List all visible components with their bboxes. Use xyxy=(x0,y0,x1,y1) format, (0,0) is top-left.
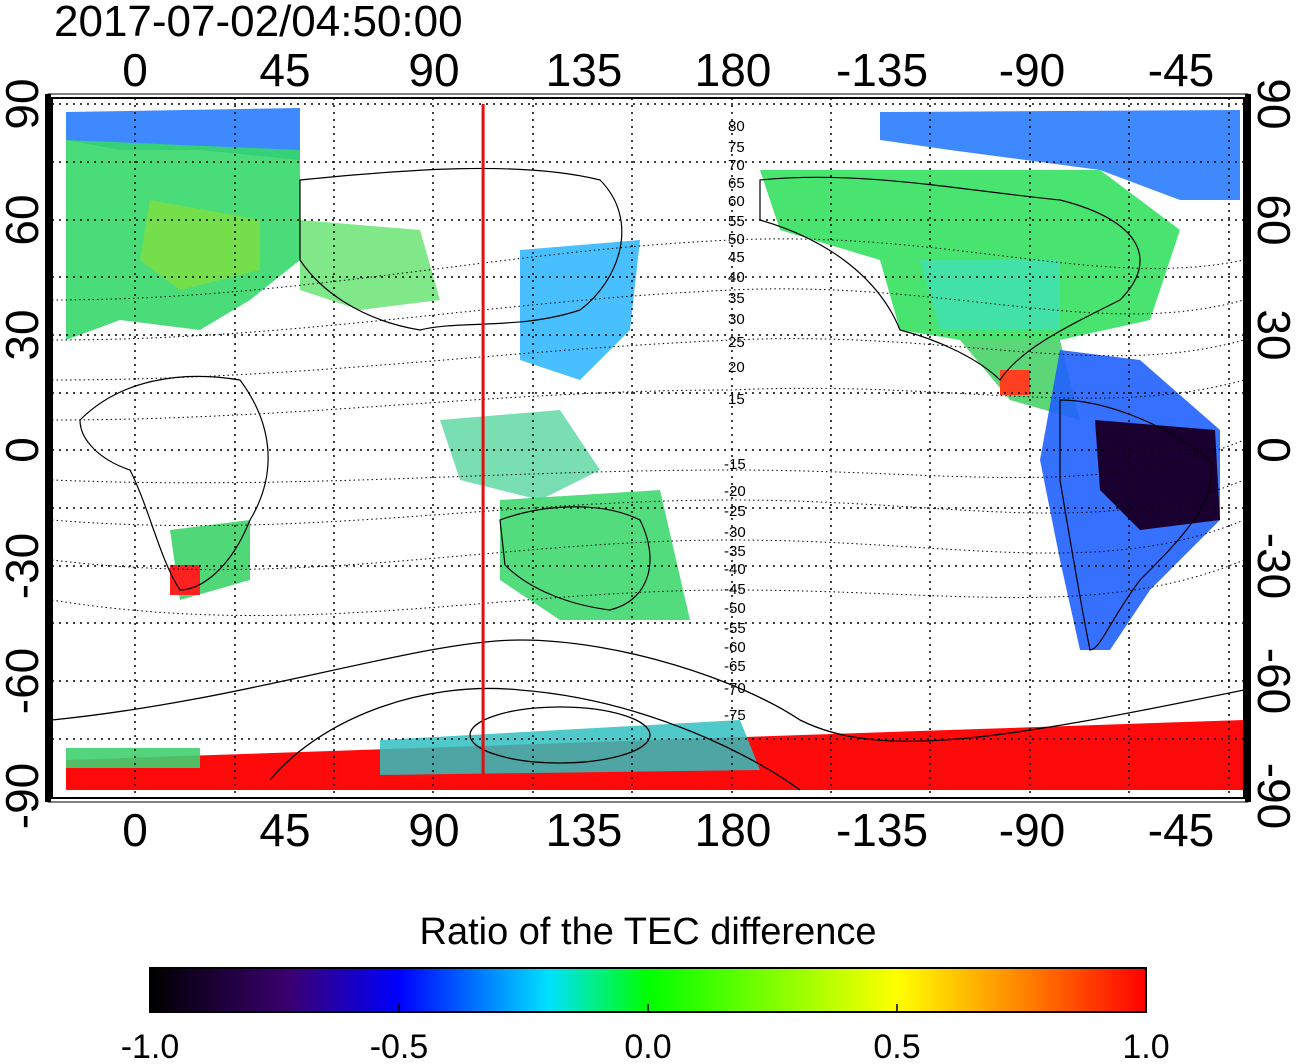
lon-tick-top: 180 xyxy=(695,44,772,96)
contour-label: -55 xyxy=(724,620,746,637)
lat-tick-right: 0 xyxy=(1248,437,1296,463)
magnetic-latitude-contours xyxy=(52,238,1244,616)
contour-label: -70 xyxy=(724,680,746,697)
lon-tick-bottom: 45 xyxy=(259,804,310,856)
colorbar-tick-label: -1.0 xyxy=(121,1028,180,1064)
lat-tick-left: -60 xyxy=(0,648,48,714)
lon-tick-bottom: -90 xyxy=(999,804,1065,856)
latitude-axis-right: 90 60 30 0 -30 -60 -90 xyxy=(1248,78,1296,829)
contour-label: -30 xyxy=(724,524,746,541)
contour-label: 25 xyxy=(728,334,745,351)
colorbar-tick-label: 0.5 xyxy=(873,1028,920,1064)
contour-label: -40 xyxy=(724,561,746,578)
lat-tick-right: -60 xyxy=(1248,648,1296,714)
contour-labels-south: -15 -20 -25 -30 -35 -40 -45 -50 -55 -60 … xyxy=(724,456,746,724)
colorbar-tick-label: -0.5 xyxy=(370,1028,429,1064)
contour-label: 20 xyxy=(728,359,745,376)
lon-tick-top: 135 xyxy=(546,44,623,96)
contour-label: -60 xyxy=(724,639,746,656)
colorbar-tick-label: 1.0 xyxy=(1122,1028,1169,1064)
contour-label: 35 xyxy=(728,290,745,307)
contour-labels-north: 80 75 70 65 60 55 50 45 40 35 30 25 20 1… xyxy=(728,118,745,408)
contour-label: 80 xyxy=(728,118,745,135)
longitude-axis-bottom: 0 45 90 135 180 -135 -90 -45 xyxy=(122,804,1214,856)
contour-label: -15 xyxy=(724,456,746,473)
graticule xyxy=(52,98,1244,798)
contour-label: 45 xyxy=(728,249,745,266)
lon-tick-top: 90 xyxy=(408,44,459,96)
contour-label: 55 xyxy=(728,213,745,230)
timestamp-title: 2017-07-02/04:50:00 xyxy=(54,0,463,46)
contour-label: -65 xyxy=(724,658,746,675)
world-map xyxy=(52,98,1244,798)
lat-tick-right: 60 xyxy=(1248,194,1296,245)
contour-label: 50 xyxy=(728,231,745,248)
lon-tick-top: -45 xyxy=(1148,44,1214,96)
lat-tick-right: -30 xyxy=(1248,533,1296,599)
lon-tick-top: -135 xyxy=(836,44,928,96)
lat-tick-right: 90 xyxy=(1248,78,1296,129)
lat-tick-left: -90 xyxy=(0,763,48,829)
coastlines xyxy=(79,167,1213,651)
lon-tick-bottom: 90 xyxy=(408,804,459,856)
lat-tick-right: 30 xyxy=(1248,309,1296,360)
lat-tick-left: 30 xyxy=(0,309,48,360)
colorbar-ticks xyxy=(149,968,1147,1012)
lat-tick-left: 0 xyxy=(0,437,48,463)
contour-label: 70 xyxy=(728,157,745,174)
lon-tick-top: -90 xyxy=(999,44,1065,96)
colorbar-tick-label: 0.0 xyxy=(624,1028,671,1064)
lat-tick-left: 60 xyxy=(0,194,48,245)
lat-tick-left: 90 xyxy=(0,78,48,129)
lon-tick-bottom: -135 xyxy=(836,804,928,856)
contour-label: 15 xyxy=(728,391,745,408)
magnetic-pole-contours xyxy=(52,639,1244,791)
lon-tick-bottom: 0 xyxy=(122,804,148,856)
lon-tick-top: 0 xyxy=(122,44,148,96)
lon-tick-bottom: 135 xyxy=(546,804,623,856)
lon-tick-bottom: 180 xyxy=(695,804,772,856)
contour-label: -25 xyxy=(724,503,746,520)
colorbar-title: Ratio of the TEC difference xyxy=(420,911,877,953)
lat-tick-right: -90 xyxy=(1248,763,1296,829)
contour-label: 60 xyxy=(728,193,745,210)
lon-tick-top: 45 xyxy=(259,44,310,96)
contour-label: -45 xyxy=(724,581,746,598)
map-frame xyxy=(51,97,1245,799)
contour-label: 65 xyxy=(728,175,745,192)
contour-label: 75 xyxy=(728,139,745,156)
contour-label: -75 xyxy=(724,707,746,724)
contour-label: 40 xyxy=(728,269,745,286)
contour-label: -35 xyxy=(724,543,746,560)
lon-tick-bottom: -45 xyxy=(1148,804,1214,856)
contour-label: -50 xyxy=(724,600,746,617)
contour-label: 30 xyxy=(728,311,745,328)
longitude-axis-top: 0 45 90 135 180 -135 -90 -45 xyxy=(122,44,1214,96)
contour-label: -20 xyxy=(724,483,746,500)
lat-tick-left: -30 xyxy=(0,533,48,599)
latitude-axis-left: 90 60 30 0 -30 -60 -90 xyxy=(0,78,48,829)
